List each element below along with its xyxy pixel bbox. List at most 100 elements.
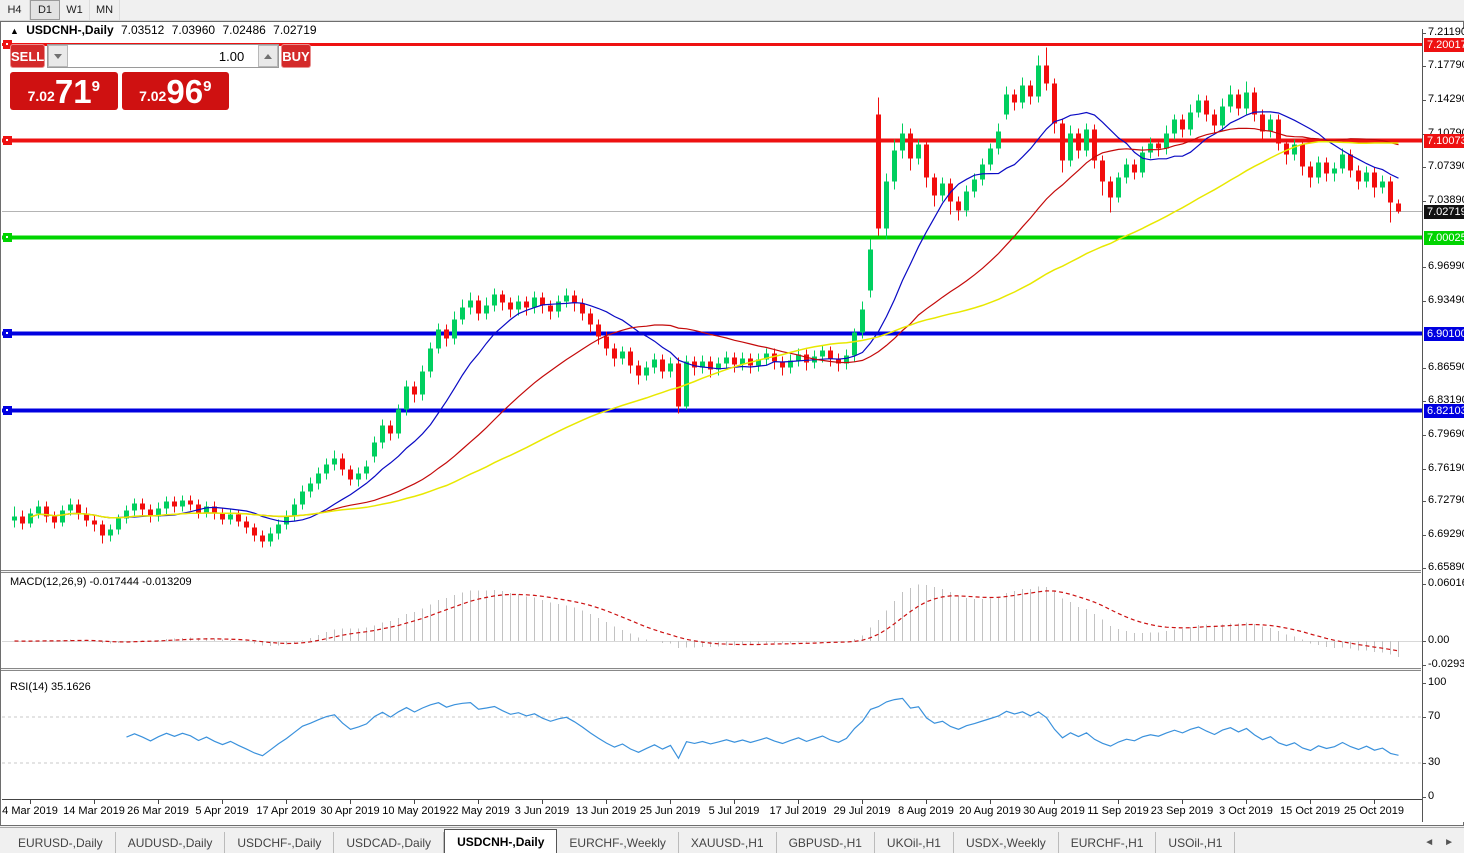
moving-average-line <box>30 140 1399 519</box>
price-axis[interactable]: 7.21190 7.17790 7.14290 7.10790 7.07390 7.038… <box>1422 26 1464 822</box>
candle <box>76 504 81 514</box>
date-axis-label: 30 Apr 2019 <box>320 805 380 817</box>
candle <box>556 301 561 312</box>
symbol-tab-usoil[interactable]: USOil-,H1 <box>1156 832 1236 853</box>
candle <box>468 300 473 308</box>
date-axis-tick <box>1374 800 1375 804</box>
candle <box>268 533 273 542</box>
candle <box>1396 203 1401 212</box>
date-axis-tick <box>670 800 671 804</box>
tab-scroll-left-icon[interactable]: ◄ <box>1424 837 1435 848</box>
sell-price-button[interactable]: 7.02 71 9 <box>10 72 118 110</box>
candle <box>44 506 49 517</box>
tab-scroll-nav: ◄ ► <box>1424 832 1464 853</box>
date-axis-tick <box>350 800 351 804</box>
macd-panel-canvas[interactable] <box>2 572 1422 668</box>
timeframe-button-w1[interactable]: W1 <box>60 0 90 20</box>
date-axis-label: 20 Aug 2019 <box>959 805 1021 817</box>
rsi-panel-canvas[interactable] <box>2 677 1422 799</box>
candle <box>988 148 993 165</box>
level-line-anchor-dot <box>6 409 8 411</box>
candle <box>500 294 505 303</box>
level-line-anchor-dot <box>6 43 8 45</box>
volume-input[interactable] <box>68 45 259 67</box>
symbol-tab-audusd[interactable]: AUDUSD-,Daily <box>116 832 226 853</box>
candle <box>1180 119 1185 130</box>
candle <box>1036 65 1041 97</box>
rsi-axis-label: 70 <box>1428 710 1441 723</box>
date-axis-label: 14 Mar 2019 <box>63 805 125 817</box>
candle <box>92 520 97 525</box>
candle <box>772 353 777 362</box>
buy-button[interactable]: BUY <box>281 44 311 68</box>
rsi-axis-label: 30 <box>1428 755 1441 768</box>
symbol-tab-usdcad[interactable]: USDCAD-,Daily <box>334 832 445 853</box>
panel-splitter[interactable] <box>1 668 1421 671</box>
candle <box>116 518 121 530</box>
symbol-tab-gbpusd[interactable]: GBPUSD-,H1 <box>777 832 875 853</box>
candle <box>596 324 601 337</box>
candle <box>1092 129 1097 161</box>
rsi-axis-tick <box>1423 683 1426 684</box>
triangle-up-icon <box>264 53 273 59</box>
candle <box>1060 123 1065 161</box>
candle <box>124 510 129 519</box>
symbol-tab-usdcnh[interactable]: USDCNH-,Daily <box>444 829 558 853</box>
candle <box>284 516 289 525</box>
candle <box>572 295 577 304</box>
triangle-down-icon <box>54 53 63 59</box>
symbol-tab-usdchf[interactable]: USDCHF-,Daily <box>225 832 335 853</box>
symbol-tab-usdx[interactable]: USDX-,Weekly <box>954 832 1059 853</box>
candle <box>612 348 617 359</box>
price-axis-tick <box>1423 500 1426 502</box>
timeframe-button-mn[interactable]: MN <box>90 0 121 20</box>
candle <box>228 514 233 520</box>
date-axis[interactable]: 4 Mar 2019 14 Mar 2019 26 Mar 2019 5 Apr 20… <box>2 799 1422 824</box>
candle <box>1300 144 1305 167</box>
candle <box>388 425 393 434</box>
rsi-value: 35.1626 <box>50 681 91 693</box>
symbol-period-label: USDCNH-,Daily <box>26 23 114 37</box>
price-axis-label: 6.93490 <box>1428 293 1464 306</box>
candle <box>396 409 401 434</box>
symbol-tab-eurchf[interactable]: EURCHF-,Weekly <box>557 832 679 853</box>
candle <box>1084 129 1089 151</box>
date-axis-tick <box>542 800 543 804</box>
panel-splitter[interactable] <box>1 570 1421 573</box>
sell-button[interactable]: SELL <box>10 44 46 68</box>
symbol-tab-xauusd[interactable]: XAUUSD-,H1 <box>679 832 777 853</box>
price-axis-tick <box>1423 534 1426 536</box>
candle <box>660 359 665 372</box>
candle <box>100 524 105 536</box>
timeframe-button-h4[interactable]: H4 <box>0 0 30 20</box>
buy-price-button[interactable]: 7.02 96 9 <box>121 72 229 110</box>
candle <box>1188 112 1193 130</box>
date-axis-tick <box>1118 800 1119 804</box>
candle <box>1156 143 1161 149</box>
candle <box>1220 106 1225 126</box>
tab-scroll-right-icon[interactable]: ► <box>1444 837 1454 848</box>
date-axis-label: 10 May 2019 <box>382 805 446 817</box>
symbol-tab-eurchf[interactable]: EURCHF-,H1 <box>1059 832 1157 853</box>
date-axis-label: 17 Apr 2019 <box>256 805 316 817</box>
candle <box>1276 119 1281 144</box>
volume-increase-button[interactable] <box>258 45 279 67</box>
price-level-badge: 7.02719 <box>1424 204 1464 219</box>
collapse-panel-icon[interactable]: ▲ <box>10 26 19 36</box>
date-axis-tick <box>1310 800 1311 804</box>
candle <box>68 504 73 511</box>
symbol-tab-eurusd[interactable]: EURUSD-,Daily <box>6 832 116 853</box>
symbol-tab-ukoil[interactable]: UKOil-,H1 <box>875 832 954 853</box>
main-chart-canvas[interactable] <box>2 29 1422 570</box>
timeframe-button-d1[interactable]: D1 <box>30 0 60 20</box>
rsi-axis-label: 0 <box>1428 790 1435 802</box>
price-axis-label: 7.03890 <box>1428 193 1464 206</box>
price-level-badge: 6.82103 <box>1424 403 1464 418</box>
candle <box>1148 143 1153 153</box>
candle <box>212 506 217 514</box>
candle <box>628 351 633 366</box>
price-axis-tick <box>1423 266 1426 268</box>
candle <box>1076 133 1081 151</box>
date-axis-tick <box>286 800 287 804</box>
volume-decrease-button[interactable] <box>48 45 69 67</box>
